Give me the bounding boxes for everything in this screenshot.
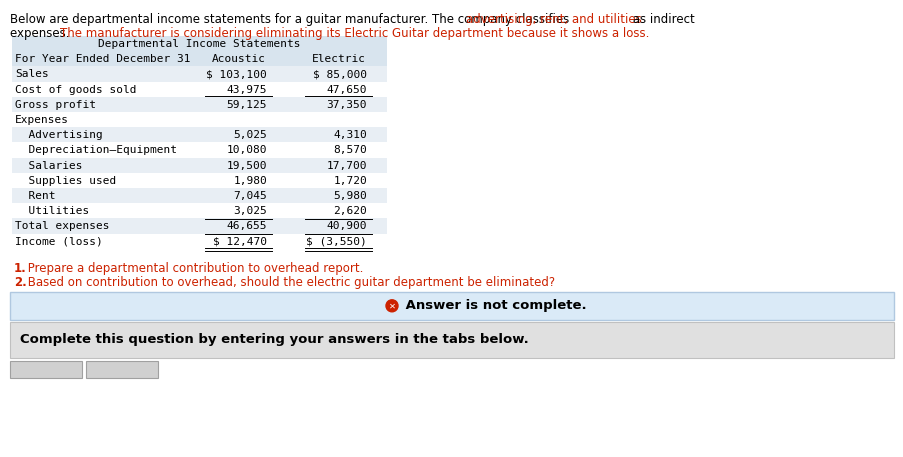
Bar xyxy=(12,234,386,249)
Text: 17,700: 17,700 xyxy=(326,160,367,170)
Text: Electric: Electric xyxy=(312,54,365,64)
Text: advertising, rent, and utilities: advertising, rent, and utilities xyxy=(465,13,641,26)
Text: ✕: ✕ xyxy=(388,301,396,310)
Text: as indirect: as indirect xyxy=(628,13,694,26)
Bar xyxy=(12,82,386,97)
Text: Income (loss): Income (loss) xyxy=(15,237,103,247)
Bar xyxy=(12,188,386,203)
Text: expenses.: expenses. xyxy=(10,27,73,40)
Circle shape xyxy=(386,300,397,312)
Text: Cost of goods sold: Cost of goods sold xyxy=(15,85,136,95)
Text: Expenses: Expenses xyxy=(15,115,69,125)
Bar xyxy=(12,173,386,188)
Text: 5,025: 5,025 xyxy=(233,130,266,140)
Text: 5,980: 5,980 xyxy=(333,191,367,201)
Text: Utilities: Utilities xyxy=(15,206,89,216)
Text: 1,980: 1,980 xyxy=(233,176,266,186)
Bar xyxy=(12,112,386,127)
Text: The manufacturer is considering eliminating its Electric Guitar department becau: The manufacturer is considering eliminat… xyxy=(60,27,648,40)
Text: Answer is not complete.: Answer is not complete. xyxy=(401,299,586,312)
Text: 1.: 1. xyxy=(14,262,27,275)
Bar xyxy=(12,97,386,112)
Text: 37,350: 37,350 xyxy=(326,100,367,110)
Text: Prepare a departmental contribution to overhead report.: Prepare a departmental contribution to o… xyxy=(24,262,363,275)
Bar xyxy=(12,143,386,158)
Text: $ 12,470: $ 12,470 xyxy=(213,237,266,247)
Text: 10,080: 10,080 xyxy=(227,145,266,155)
Text: Total expenses: Total expenses xyxy=(15,221,109,231)
Bar xyxy=(10,292,893,320)
Text: $ (3,550): $ (3,550) xyxy=(306,237,367,247)
Text: Based on contribution to overhead, should the electric guitar department be elim: Based on contribution to overhead, shoul… xyxy=(24,276,554,289)
Text: Rent: Rent xyxy=(15,191,55,201)
Bar xyxy=(10,361,82,378)
Bar xyxy=(12,36,386,51)
Bar xyxy=(12,51,386,66)
Text: Acoustic: Acoustic xyxy=(211,54,265,64)
Text: 46,655: 46,655 xyxy=(227,221,266,231)
Text: 40,900: 40,900 xyxy=(326,221,367,231)
Text: For Year Ended December 31: For Year Ended December 31 xyxy=(15,54,191,64)
Bar xyxy=(12,66,386,82)
Bar xyxy=(12,203,386,218)
Text: 4,310: 4,310 xyxy=(333,130,367,140)
Text: Advertising: Advertising xyxy=(15,130,103,140)
Text: Departmental Income Statements: Departmental Income Statements xyxy=(98,39,301,49)
Text: 2,620: 2,620 xyxy=(333,206,367,216)
Text: $ 103,100: $ 103,100 xyxy=(206,69,266,80)
Text: Sales: Sales xyxy=(15,69,49,80)
Text: 59,125: 59,125 xyxy=(227,100,266,110)
Text: Gross profit: Gross profit xyxy=(15,100,96,110)
Bar xyxy=(86,361,158,378)
Text: 1,720: 1,720 xyxy=(333,176,367,186)
Bar xyxy=(12,218,386,234)
Text: Below are departmental income statements for a guitar manufacturer. The company : Below are departmental income statements… xyxy=(10,13,573,26)
Text: Complete this question by entering your answers in the tabs below.: Complete this question by entering your … xyxy=(20,333,528,346)
Text: Salaries: Salaries xyxy=(15,160,82,170)
Text: 8,570: 8,570 xyxy=(333,145,367,155)
Bar xyxy=(12,158,386,173)
Text: Supplies used: Supplies used xyxy=(15,176,116,186)
Text: 2.: 2. xyxy=(14,276,27,289)
Text: 43,975: 43,975 xyxy=(227,85,266,95)
Text: 19,500: 19,500 xyxy=(227,160,266,170)
Text: 47,650: 47,650 xyxy=(326,85,367,95)
Text: Depreciation–Equipment: Depreciation–Equipment xyxy=(15,145,177,155)
Bar xyxy=(12,127,386,143)
Text: $ 85,000: $ 85,000 xyxy=(312,69,367,80)
Text: 7,045: 7,045 xyxy=(233,191,266,201)
Text: 3,025: 3,025 xyxy=(233,206,266,216)
Bar xyxy=(10,322,893,358)
